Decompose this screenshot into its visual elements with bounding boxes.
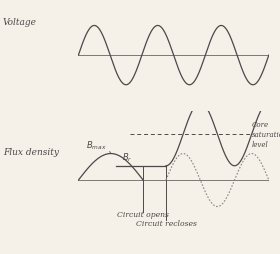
Text: $B_{max}$: $B_{max}$: [86, 139, 111, 154]
Text: $B_r$: $B_r$: [122, 151, 132, 163]
Text: Core
saturation
level: Core saturation level: [252, 121, 280, 148]
Text: Circuit opens: Circuit opens: [117, 210, 169, 218]
Text: Voltage: Voltage: [3, 18, 37, 27]
Text: Flux density: Flux density: [3, 148, 59, 157]
Text: Circuit recloses: Circuit recloses: [136, 219, 197, 227]
